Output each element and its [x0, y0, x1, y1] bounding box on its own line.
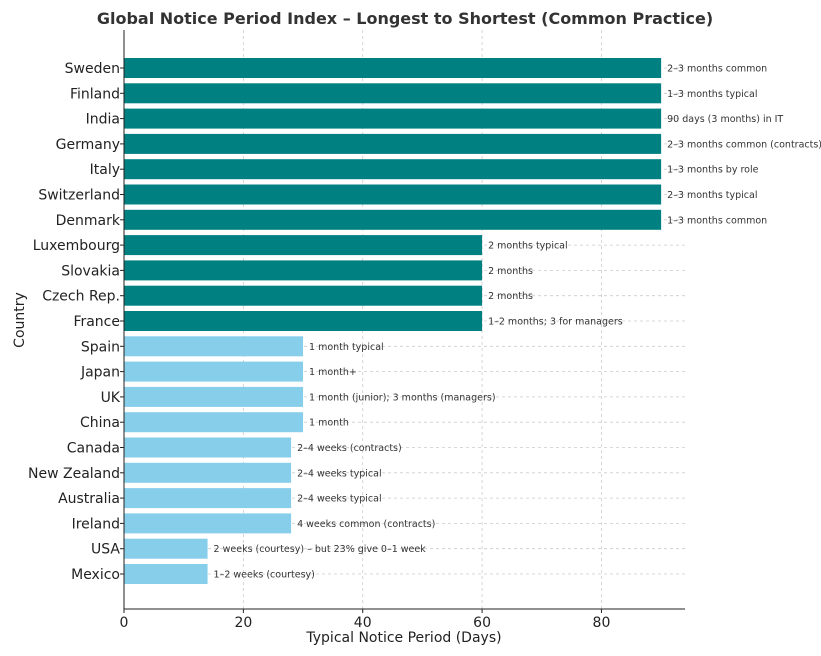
data-label: 2 months — [488, 266, 533, 277]
data-label: 2–3 months common — [667, 64, 767, 75]
y-tick-label: Mexico — [71, 567, 120, 583]
x-tick-labels-layer: 0 20 40 60 80 — [120, 609, 611, 631]
chart-title: Global Notice Period Index – Longest to … — [97, 9, 713, 28]
y-tick-label: Sweden — [65, 61, 120, 77]
bar-australia — [124, 488, 292, 509]
y-tick-label: Luxembourg — [33, 238, 120, 254]
bar-usa — [124, 538, 208, 559]
bar-france — [124, 311, 483, 331]
data-label: 2 months typical — [488, 241, 568, 252]
bar-denmark — [124, 209, 662, 230]
bar-slovakia — [124, 260, 483, 281]
y-tick-label: Australia — [58, 491, 120, 507]
data-label: 1–2 months; 3 for managers — [488, 317, 623, 328]
y-tick-label: UK — [101, 390, 121, 406]
bar-canada — [124, 437, 292, 458]
y-tick-label: Slovakia — [61, 263, 120, 279]
data-label: 4 weeks common (contracts) — [297, 519, 435, 530]
data-label: 1 month+ — [309, 367, 357, 378]
y-tick-label: Italy — [90, 162, 120, 178]
data-label: 1–3 months by role — [667, 165, 758, 176]
y-tick-label: Spain — [81, 339, 120, 355]
data-label: 2–4 weeks typical — [297, 468, 382, 479]
bar-india — [124, 108, 662, 129]
data-label: 1 month — [309, 418, 349, 429]
y-tick-label: India — [86, 112, 120, 128]
x-tick-label: 80 — [593, 615, 611, 631]
data-label: 1–3 months common — [667, 215, 767, 226]
x-tick-label: 0 — [120, 615, 129, 631]
bar-finland — [124, 83, 662, 104]
bar-china — [124, 412, 304, 433]
y-tick-label: USA — [91, 542, 120, 558]
bar-czech-rep — [124, 285, 483, 306]
bar-new-zealand — [124, 462, 292, 483]
data-label: 2 weeks (courtesy) – but 23% give 0–1 we… — [214, 544, 427, 555]
bar-germany — [124, 133, 662, 154]
bar-spain — [124, 336, 304, 357]
y-tick-label: Canada — [67, 441, 120, 457]
y-tick-label: Japan — [80, 365, 120, 381]
y-tick-label: China — [80, 415, 120, 431]
y-tick-label: France — [73, 314, 120, 330]
data-label: 2–4 weeks typical — [297, 494, 382, 505]
x-tick-label: 20 — [234, 615, 252, 631]
x-tick-label: 40 — [354, 615, 372, 631]
data-label: 2–3 months common (contracts) — [667, 139, 821, 150]
y-tick-labels-layer: Sweden Finland India Germany Italy Switzerlan… — [28, 61, 124, 583]
bar-luxembourg — [124, 235, 483, 256]
y-tick-label: Ireland — [72, 516, 120, 532]
bar-japan — [124, 361, 304, 382]
x-axis-title: Typical Notice Period (Days) — [305, 630, 501, 646]
data-label: 2–3 months typical — [667, 190, 757, 201]
data-label: 1–3 months typical — [667, 89, 757, 100]
data-label: 1 month (junior); 3 months (managers) — [309, 392, 496, 403]
data-label: 1 month typical — [309, 342, 384, 353]
data-labels-layer: 2–3 months common 1–3 months typical 90 da… — [214, 64, 821, 581]
y-tick-label: Finland — [70, 86, 120, 102]
y-tick-label: Switzerland — [38, 188, 120, 204]
bar-ireland — [124, 513, 292, 534]
data-label: 2 months — [488, 291, 533, 302]
bar-uk — [124, 386, 304, 407]
bar-italy — [124, 159, 662, 180]
y-axis-title: Country — [12, 292, 28, 348]
y-tick-label: New Zealand — [28, 466, 120, 482]
bar-mexico — [124, 564, 208, 584]
data-label: 2–4 weeks (contracts) — [297, 443, 402, 454]
bar-sweden — [124, 58, 662, 78]
data-label: 1–2 weeks (courtesy) — [214, 570, 315, 581]
y-tick-label: Germany — [56, 137, 120, 153]
data-label: 90 days (3 months) in IT — [667, 114, 783, 125]
y-tick-label: Czech Rep. — [42, 289, 120, 305]
x-tick-label: 60 — [473, 615, 491, 631]
y-tick-label: Denmark — [56, 213, 121, 229]
bars-layer — [124, 58, 662, 584]
bar-switzerland — [124, 184, 662, 205]
